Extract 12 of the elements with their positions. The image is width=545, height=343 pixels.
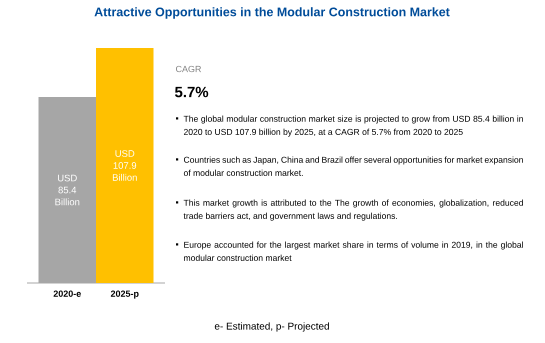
text: Europe accounted for the largest market share in terms of volume in 2019, in the global modular construction market: [184, 242, 523, 261]
data-label: USD 85.4 Billion: [55, 174, 80, 206]
text: CAGR: [176, 66, 202, 72]
text: 5.7%: [174, 86, 208, 98]
x-tick-label: 2025-p: [110, 290, 139, 299]
text: Attractive Opportunities in the Modular Construction Market: [94, 7, 450, 19]
text: The global modular construction market size is projected to grow from USD 85.4 billion in 2020 to USD 107.9 billion by 2025, at a CAGR of 5.7% from 2020 to 2025: [184, 116, 523, 137]
data-label: USD 107.9 Billion: [112, 150, 137, 181]
x-tick-label: 2020-e: [54, 290, 81, 297]
text: e- Estimated, p- Projected: [214, 322, 329, 332]
text: This market growth is attributed to the The growth of economies, globalization, reduced trade barriers act, and government laws and regulations.: [184, 200, 523, 221]
text: Countries such as Japan, China and Brazil offer several opportunities for market expansion of modular construction market.: [184, 156, 523, 176]
